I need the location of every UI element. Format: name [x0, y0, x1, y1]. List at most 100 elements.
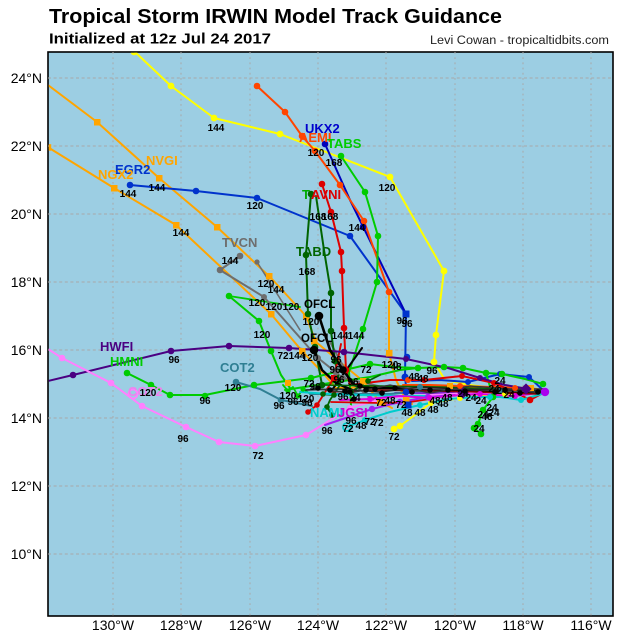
svg-text:24: 24 [477, 410, 489, 421]
svg-text:144: 144 [208, 123, 225, 134]
svg-text:UKX2: UKX2 [305, 121, 340, 136]
svg-text:24: 24 [473, 424, 485, 435]
svg-text:118°W: 118°W [502, 617, 544, 633]
svg-text:24: 24 [488, 384, 500, 395]
svg-text:168: 168 [310, 212, 327, 223]
svg-text:96: 96 [273, 401, 285, 412]
svg-text:18°N: 18°N [11, 274, 42, 290]
svg-text:24: 24 [349, 393, 361, 404]
svg-text:HWFI: HWFI [100, 339, 133, 354]
svg-text:48: 48 [414, 408, 426, 419]
svg-text:24: 24 [496, 386, 508, 397]
svg-text:16°N: 16°N [11, 342, 42, 358]
svg-text:126°W: 126°W [229, 617, 272, 633]
svg-text:48: 48 [355, 421, 367, 432]
svg-text:48: 48 [441, 393, 453, 404]
svg-text:120: 120 [247, 201, 264, 212]
svg-text:144: 144 [268, 285, 285, 296]
svg-text:JGSI: JGSI [338, 405, 368, 420]
svg-text:96: 96 [426, 366, 438, 377]
svg-text:120: 120 [254, 330, 271, 341]
svg-text:24: 24 [486, 403, 498, 414]
svg-text:HMNI: HMNI [110, 354, 143, 369]
svg-text:48: 48 [384, 396, 396, 407]
svg-text:144: 144 [173, 228, 190, 239]
svg-text:96: 96 [330, 355, 342, 366]
svg-text:NAMI: NAMI [310, 405, 343, 420]
svg-text:72: 72 [372, 418, 384, 429]
svg-text:72: 72 [342, 424, 354, 435]
svg-text:124°W: 124°W [297, 617, 340, 633]
svg-text:72: 72 [395, 400, 407, 411]
svg-text:72: 72 [360, 365, 372, 376]
svg-text:AEMI: AEMI [299, 130, 332, 145]
svg-text:120: 120 [302, 353, 319, 364]
svg-text:96: 96 [329, 365, 341, 376]
svg-text:120: 120 [258, 279, 275, 290]
svg-text:OFCL: OFCL [301, 333, 332, 345]
svg-text:96: 96 [333, 375, 345, 386]
svg-text:96: 96 [177, 434, 189, 445]
svg-text:120: 120 [249, 298, 266, 309]
svg-text:72: 72 [277, 351, 289, 362]
svg-text:Levi Cowan - tropicaltidbits.c: Levi Cowan - tropicaltidbits.com [430, 35, 609, 47]
svg-text:Initialized at 12z Jul 24 2017: Initialized at 12z Jul 24 2017 [49, 31, 271, 48]
svg-text:NGX2: NGX2 [98, 167, 133, 182]
svg-text:10°N: 10°N [11, 546, 42, 562]
svg-text:48: 48 [408, 372, 420, 383]
svg-text:12°N: 12°N [11, 478, 42, 494]
svg-text:EGR2: EGR2 [115, 162, 150, 177]
svg-text:96: 96 [199, 396, 211, 407]
svg-text:AVNI: AVNI [311, 187, 341, 202]
svg-text:144: 144 [120, 189, 137, 200]
svg-text:128°W: 128°W [160, 617, 203, 633]
svg-text:48: 48 [437, 399, 449, 410]
svg-text:120°W: 120°W [434, 617, 477, 633]
svg-text:72: 72 [303, 379, 315, 390]
svg-text:48: 48 [401, 408, 413, 419]
svg-text:20°N: 20°N [11, 206, 42, 222]
svg-text:24: 24 [494, 376, 506, 387]
svg-text:96: 96 [337, 392, 349, 403]
svg-text:120: 120 [308, 148, 325, 159]
svg-text:96: 96 [168, 355, 180, 366]
svg-text:Tropical Storm IRWIN Model Tra: Tropical Storm IRWIN Model Track Guidanc… [49, 6, 502, 28]
svg-text:120: 120 [382, 360, 399, 371]
svg-text:168: 168 [322, 212, 339, 223]
svg-text:96: 96 [301, 398, 313, 409]
svg-text:48: 48 [429, 396, 441, 407]
svg-text:72: 72 [364, 417, 376, 428]
svg-text:96: 96 [347, 377, 359, 388]
svg-text:120: 120 [298, 394, 315, 405]
svg-text:96: 96 [309, 382, 321, 393]
svg-text:COT2: COT2 [220, 360, 255, 375]
svg-text:24: 24 [465, 393, 477, 404]
svg-text:COT2: COT2 [128, 384, 163, 399]
svg-text:96: 96 [321, 426, 333, 437]
svg-text:T: T [302, 187, 310, 202]
svg-text:120: 120 [280, 391, 297, 402]
svg-text:116°W: 116°W [570, 617, 612, 633]
svg-text:TVCN: TVCN [222, 235, 257, 250]
svg-text:22°N: 22°N [11, 138, 42, 154]
svg-text:48: 48 [417, 374, 429, 385]
svg-text:TABS: TABS [327, 136, 362, 151]
svg-text:120: 120 [303, 317, 320, 328]
svg-text:120: 120 [266, 302, 283, 313]
svg-text:72: 72 [388, 432, 400, 443]
svg-text:OFCL: OFCL [304, 299, 335, 311]
svg-text:120: 120 [140, 388, 157, 399]
svg-text:96: 96 [345, 416, 357, 427]
svg-text:24: 24 [488, 408, 500, 419]
svg-text:96: 96 [401, 319, 413, 330]
svg-text:NVGI: NVGI [146, 153, 178, 168]
svg-text:120: 120 [379, 183, 396, 194]
svg-text:144: 144 [222, 256, 239, 267]
svg-text:168: 168 [299, 267, 316, 278]
svg-text:24°N: 24°N [11, 70, 42, 86]
svg-text:96: 96 [287, 397, 299, 408]
svg-text:72: 72 [375, 398, 387, 409]
svg-text:130°W: 130°W [92, 617, 135, 633]
svg-text:120: 120 [283, 302, 300, 313]
svg-text:144: 144 [349, 223, 366, 234]
